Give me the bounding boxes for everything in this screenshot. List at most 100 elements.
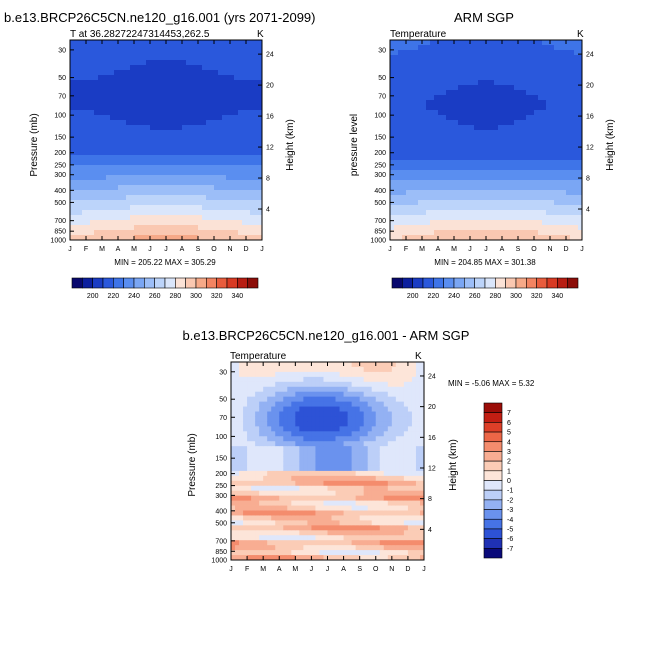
heatmap-cell [178,235,183,241]
heatmap-cell [446,60,451,66]
heatmap-cell [106,150,111,156]
heatmap-cell [138,180,143,186]
heatmap-cell [150,70,155,76]
heatmap-cell [238,155,243,161]
heatmap-cell [578,110,583,116]
heatmap-cell [482,110,487,116]
heatmap-cell [287,431,292,437]
heatmap-cell [478,130,483,136]
heatmap-cell [578,100,583,106]
heatmap-cell [130,70,135,76]
heatmap-cell [510,215,515,221]
heatmap-cell [239,520,244,526]
heatmap-cell [202,150,207,156]
heatmap-cell [94,115,99,121]
heatmap-cell [522,185,527,191]
heatmap-cell [247,396,252,402]
heatmap-cell [279,505,284,511]
x-tick-label: A [436,246,441,253]
heatmap-cell [154,40,159,46]
heatmap-cell [206,195,211,201]
heatmap-cell [114,180,119,186]
heatmap-cell [162,90,167,96]
heatmap-cell [466,225,471,231]
heatmap-cell [494,55,499,61]
heatmap-cell [166,85,171,91]
heatmap-cell [458,100,463,106]
heatmap-cell [222,140,227,146]
heatmap-cell [110,100,115,106]
heatmap-cell [226,205,231,211]
heatmap-cell [458,210,463,216]
heatmap-cell [222,220,227,226]
heatmap-cell [426,220,431,226]
heatmap-cell [438,205,443,211]
heatmap-cell [578,105,583,111]
heatmap-cell [474,165,479,171]
heatmap-cell [263,451,268,457]
heatmap-cell [158,155,163,161]
heatmap-cell [410,70,415,76]
heatmap-cell [222,190,227,196]
heatmap-cell [546,75,551,81]
heatmap-cell [134,220,139,226]
heatmap-cell [235,550,240,556]
heatmap-cell [574,80,579,86]
heatmap-cell [271,401,276,407]
heatmap-cell [442,210,447,216]
heatmap-cell [299,401,304,407]
heatmap-cell [486,165,491,171]
heatmap-cell [414,205,419,211]
heatmap-cell [434,215,439,221]
heatmap-cell [570,235,575,241]
heatmap-cell [98,185,103,191]
heatmap-cell [194,115,199,121]
heatmap-cell [210,55,215,61]
heatmap-cell [307,421,312,427]
heatmap-cell [287,366,292,373]
heatmap-cell [283,475,288,482]
heatmap-cell [462,130,467,136]
heatmap-cell [470,210,475,216]
heatmap-cell [234,115,239,121]
heatmap-cell [478,100,483,106]
heatmap-cell [102,190,107,196]
heatmap-cell [458,155,463,161]
heatmap-cell [438,70,443,76]
heatmap-cell [231,490,236,497]
heatmap-cell [154,230,159,236]
heatmap-cell [558,165,563,171]
heatmap-cell [570,215,575,221]
heatmap-cell [267,416,272,422]
heatmap-cell [206,175,211,181]
heatmap-cell [251,371,256,378]
heatmap-cell [271,540,276,546]
heatmap-cell [98,165,103,171]
heatmap-cell [235,376,240,383]
heatmap-cell [502,175,507,181]
heatmap-cell [498,120,503,126]
heatmap-cell [554,135,559,141]
heatmap-cell [154,75,159,81]
heatmap-cell [422,165,427,171]
heatmap-cell [186,65,191,71]
heatmap-cell [243,391,248,398]
heatmap-cell [490,130,495,136]
heatmap-cell [94,185,99,191]
heatmap-cell [546,95,551,101]
heatmap-cell [142,195,147,201]
heatmap-cell [510,190,515,196]
heatmap-cell [86,55,91,61]
heatmap-cell [578,150,583,156]
heatmap-cell [218,65,223,71]
heatmap-cell [86,200,91,206]
heatmap-cell [566,205,571,211]
heatmap-cell [458,215,463,221]
heatmap-cell [239,490,244,497]
heatmap-cell [130,165,135,171]
heatmap-cell [307,500,312,506]
heatmap-cell [226,145,231,151]
heatmap-cell [430,205,435,211]
heatmap-cell [126,135,131,141]
heatmap-cell [526,225,531,231]
